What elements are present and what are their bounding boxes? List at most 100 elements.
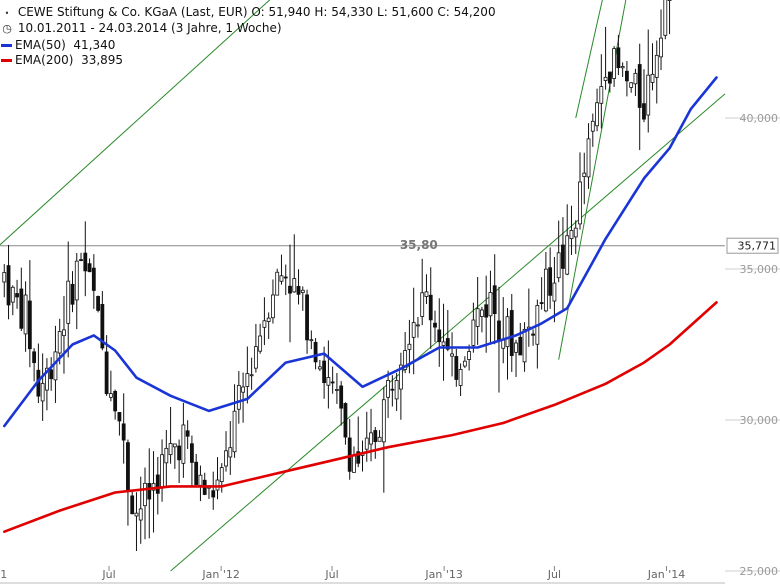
chart-title-row: ᭼ CEWE Stiftung & Co. KGaA (Last, EUR) O…: [0, 4, 496, 24]
candle-body: [74, 260, 79, 301]
candle-body: [83, 252, 88, 272]
candle-body: [637, 64, 642, 108]
candle-body: [347, 437, 352, 472]
candle-body: [155, 474, 160, 494]
y-tick-label: 30,000: [740, 414, 779, 427]
candle-body: [211, 490, 216, 498]
candle-body: [322, 360, 327, 384]
ema50-swatch: [1, 44, 12, 47]
candle-body: [484, 304, 489, 318]
candle-body: [236, 384, 241, 410]
candle-body: [450, 353, 454, 357]
candle-body: [612, 48, 617, 79]
candle-body: [364, 437, 369, 450]
candle-body: [87, 263, 92, 273]
candle-body: [32, 351, 37, 364]
candle-body: [232, 410, 237, 453]
candle-body: [471, 319, 476, 346]
ema200-value: 33,895: [81, 53, 124, 67]
candle-body: [629, 82, 634, 88]
candle-body: [262, 320, 267, 328]
candle-body: [590, 120, 595, 132]
clock-icon: ◷: [2, 22, 12, 35]
candle-body: [126, 442, 130, 491]
candle-body: [509, 310, 514, 356]
candle-body: [309, 339, 314, 342]
candle-body: [271, 294, 275, 319]
candle-body: [480, 309, 484, 317]
candle-body: [130, 495, 135, 515]
candle-body: [433, 322, 437, 328]
candlesticks: [2, 0, 672, 552]
candle-body: [411, 322, 416, 338]
candle-body: [177, 445, 182, 461]
chart-bars-icon: ᭼: [3, 6, 11, 19]
candle-body: [381, 399, 386, 443]
candle-body: [475, 308, 480, 327]
candle-body: [488, 292, 493, 317]
candle-body: [23, 294, 28, 335]
candle-body: [215, 479, 220, 491]
candle-body: [586, 138, 591, 178]
legend-ema200: EMA(200) 33,895: [0, 53, 123, 67]
candle-body: [172, 443, 177, 448]
candle-body: [190, 443, 194, 463]
candle-body: [313, 341, 318, 363]
candle-body: [398, 364, 403, 390]
y-axis: 25,00030,00035,00040,00045,00050,00055,0…: [726, 112, 779, 578]
candle-body: [305, 294, 309, 341]
ema50-name: EMA(50): [15, 38, 66, 52]
candle-body: [326, 377, 331, 386]
candle-body: [79, 259, 83, 261]
candle-body: [117, 412, 122, 422]
candle-body: [607, 71, 612, 84]
chart-title: CEWE Stiftung & Co. KGaA (Last, EUR) O: …: [17, 5, 496, 19]
candle-body: [70, 283, 75, 305]
trend-line: [575, 0, 603, 119]
candle-body: [45, 367, 49, 391]
trend-line: [558, 0, 627, 360]
x-tick-label: Jul: [101, 568, 115, 581]
candle-body: [467, 351, 472, 360]
candle-body: [582, 172, 587, 177]
candle-body: [194, 461, 199, 485]
candle-body: [663, 0, 668, 36]
candle-body: [147, 482, 152, 500]
candle-body: [552, 282, 557, 302]
candle-body: [6, 265, 11, 306]
candle-body: [181, 424, 186, 464]
candle-body: [437, 329, 442, 343]
candle-body: [343, 403, 348, 438]
candle-body: [522, 328, 527, 363]
candle-body: [352, 454, 356, 473]
candle-body: [578, 181, 582, 225]
candle-body: [445, 338, 450, 350]
candle-body: [62, 329, 66, 337]
candle-body: [616, 47, 621, 69]
candle-body: [565, 235, 570, 275]
candle-body: [424, 291, 429, 297]
candle-body: [386, 379, 390, 398]
candle-body: [49, 369, 54, 380]
candle-body: [356, 451, 361, 464]
candle-body: [561, 244, 565, 269]
candle-body: [104, 351, 109, 395]
candle-body: [121, 423, 126, 441]
candle-body: [283, 276, 288, 279]
candle-body: [394, 380, 399, 400]
candle-body: [339, 385, 344, 409]
candle-body: [160, 454, 164, 489]
candle-body: [428, 294, 433, 321]
candle-body: [253, 346, 258, 369]
candle-body: [625, 70, 629, 82]
candle-body: [330, 381, 335, 384]
x-tick-label: Jul: [547, 568, 561, 581]
candle-body: [108, 393, 113, 398]
ema200-line: [3, 301, 718, 534]
candle-body: [441, 341, 446, 346]
candle-body: [420, 292, 425, 317]
candle-body: [143, 482, 147, 507]
candle-body: [258, 335, 263, 352]
candle-body: [462, 360, 467, 367]
candle-body: [100, 303, 105, 349]
